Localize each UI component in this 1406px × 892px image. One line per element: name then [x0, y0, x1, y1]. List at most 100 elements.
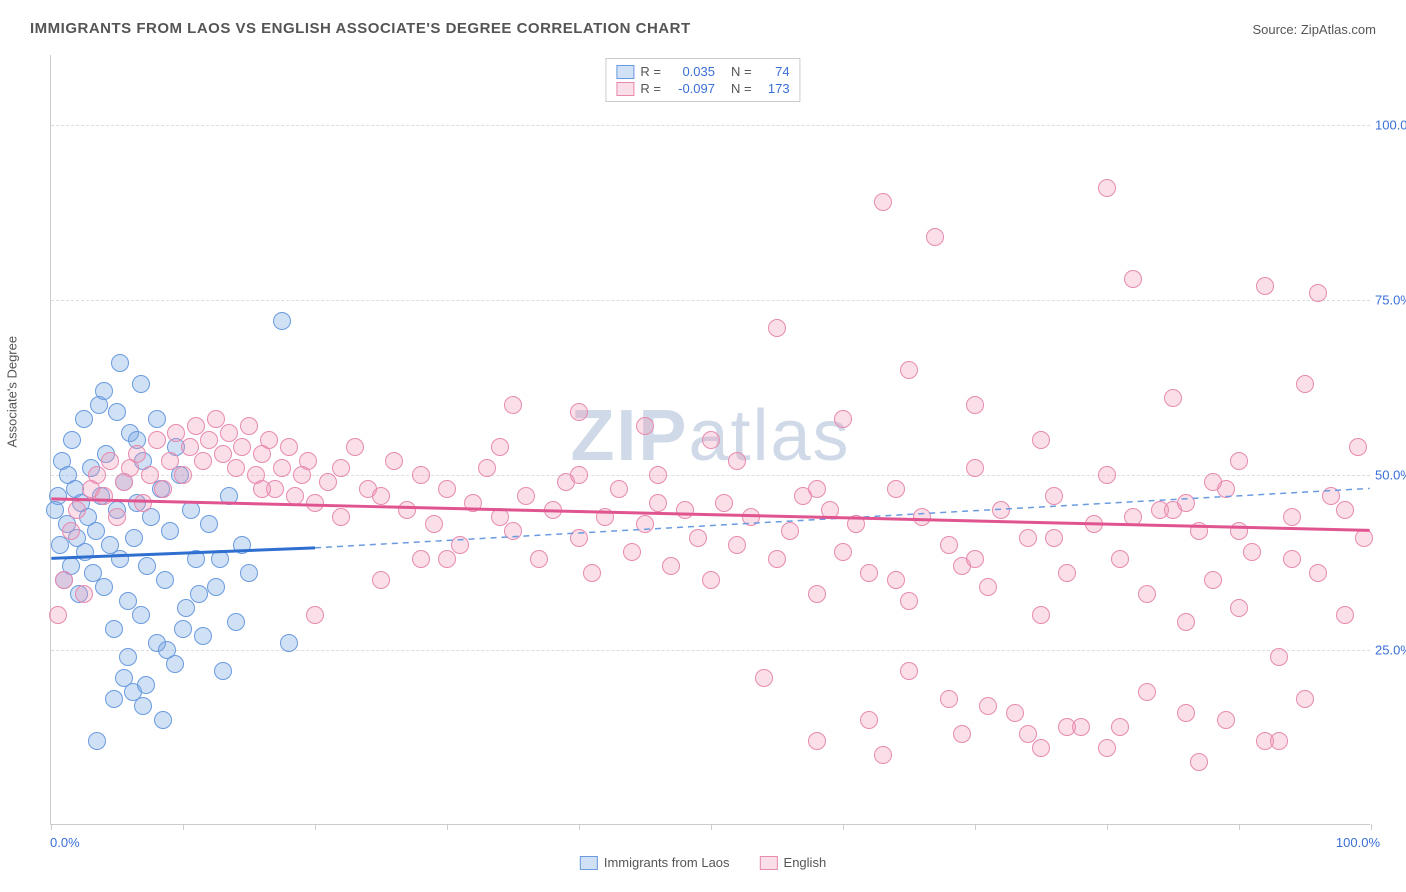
data-point-english	[834, 410, 852, 428]
data-point-english	[636, 417, 654, 435]
data-point-english	[900, 592, 918, 610]
data-point-english	[649, 466, 667, 484]
legend-swatch	[580, 856, 598, 870]
x-tick	[315, 824, 316, 830]
data-point-english	[1204, 571, 1222, 589]
data-point-laos	[227, 613, 245, 631]
data-point-english	[1006, 704, 1024, 722]
data-point-english	[596, 508, 614, 526]
x-tick	[843, 824, 844, 830]
data-point-english	[55, 571, 73, 589]
legend-series-label: Immigrants from Laos	[604, 855, 730, 870]
data-point-laos	[156, 571, 174, 589]
watermark-bold: ZIP	[570, 395, 688, 475]
data-point-english	[1058, 718, 1076, 736]
data-point-english	[1270, 648, 1288, 666]
data-point-english	[194, 452, 212, 470]
data-point-english	[834, 543, 852, 561]
x-tick	[1107, 824, 1108, 830]
data-point-english	[438, 550, 456, 568]
data-point-english	[1270, 732, 1288, 750]
legend-stats-box: R =0.035N =74R =-0.097N =173	[605, 58, 800, 102]
data-point-english	[68, 501, 86, 519]
data-point-laos	[105, 690, 123, 708]
x-tick	[183, 824, 184, 830]
data-point-english	[992, 501, 1010, 519]
data-point-english	[940, 536, 958, 554]
data-point-english	[346, 438, 364, 456]
stat-n-value: 74	[758, 64, 790, 79]
data-point-english	[1190, 753, 1208, 771]
data-point-laos	[280, 634, 298, 652]
data-point-english	[148, 431, 166, 449]
data-point-english	[1309, 564, 1327, 582]
data-point-english	[1124, 508, 1142, 526]
data-point-english	[768, 319, 786, 337]
data-point-english	[491, 438, 509, 456]
grid-line	[51, 300, 1370, 301]
data-point-english	[979, 697, 997, 715]
legend-series-label: English	[784, 855, 827, 870]
data-point-english	[728, 452, 746, 470]
data-point-laos	[138, 557, 156, 575]
data-point-english	[676, 501, 694, 519]
data-point-english	[544, 501, 562, 519]
data-point-laos	[105, 620, 123, 638]
legend-series-item-english: English	[760, 855, 827, 870]
data-point-laos	[76, 543, 94, 561]
data-point-english	[1177, 704, 1195, 722]
stat-n-label: N =	[731, 81, 752, 96]
legend-stats-row-english: R =-0.097N =173	[616, 80, 789, 97]
data-point-english	[1230, 599, 1248, 617]
data-point-english	[1256, 277, 1274, 295]
data-point-laos	[108, 403, 126, 421]
x-tick	[579, 824, 580, 830]
data-point-english	[306, 606, 324, 624]
data-point-english	[504, 522, 522, 540]
data-point-english	[1164, 389, 1182, 407]
chart-title: IMMIGRANTS FROM LAOS VS ENGLISH ASSOCIAT…	[30, 20, 691, 37]
stat-n-value: 173	[758, 81, 790, 96]
data-point-english	[319, 473, 337, 491]
data-point-laos	[174, 620, 192, 638]
data-point-english	[570, 403, 588, 421]
x-tick	[975, 824, 976, 830]
data-point-english	[253, 480, 271, 498]
data-point-english	[808, 480, 826, 498]
x-tick	[711, 824, 712, 830]
data-point-laos	[132, 606, 150, 624]
data-point-english	[101, 452, 119, 470]
data-point-english	[1217, 711, 1235, 729]
data-point-english	[478, 459, 496, 477]
data-point-laos	[214, 662, 232, 680]
y-tick-label: 50.0%	[1375, 468, 1406, 483]
data-point-english	[966, 550, 984, 568]
data-point-english	[781, 522, 799, 540]
legend-swatch	[616, 65, 634, 79]
data-point-english	[1098, 739, 1116, 757]
data-point-english	[649, 494, 667, 512]
x-tick	[51, 824, 52, 830]
data-point-english	[233, 438, 251, 456]
data-point-english	[1045, 529, 1063, 547]
data-point-english	[874, 746, 892, 764]
stat-n-label: N =	[731, 64, 752, 79]
data-point-english	[583, 564, 601, 582]
x-tick	[1239, 824, 1240, 830]
data-point-english	[1243, 543, 1261, 561]
data-point-english	[273, 459, 291, 477]
data-point-english	[332, 508, 350, 526]
data-point-english	[1138, 585, 1156, 603]
data-point-english	[1111, 718, 1129, 736]
data-point-laos	[119, 648, 137, 666]
data-point-english	[1124, 270, 1142, 288]
data-point-laos	[95, 382, 113, 400]
grid-line	[51, 650, 1370, 651]
data-point-english	[1336, 501, 1354, 519]
data-point-english	[662, 557, 680, 575]
data-point-english	[913, 508, 931, 526]
data-point-english	[742, 508, 760, 526]
data-point-english	[1111, 550, 1129, 568]
data-point-english	[860, 564, 878, 582]
data-point-laos	[200, 515, 218, 533]
